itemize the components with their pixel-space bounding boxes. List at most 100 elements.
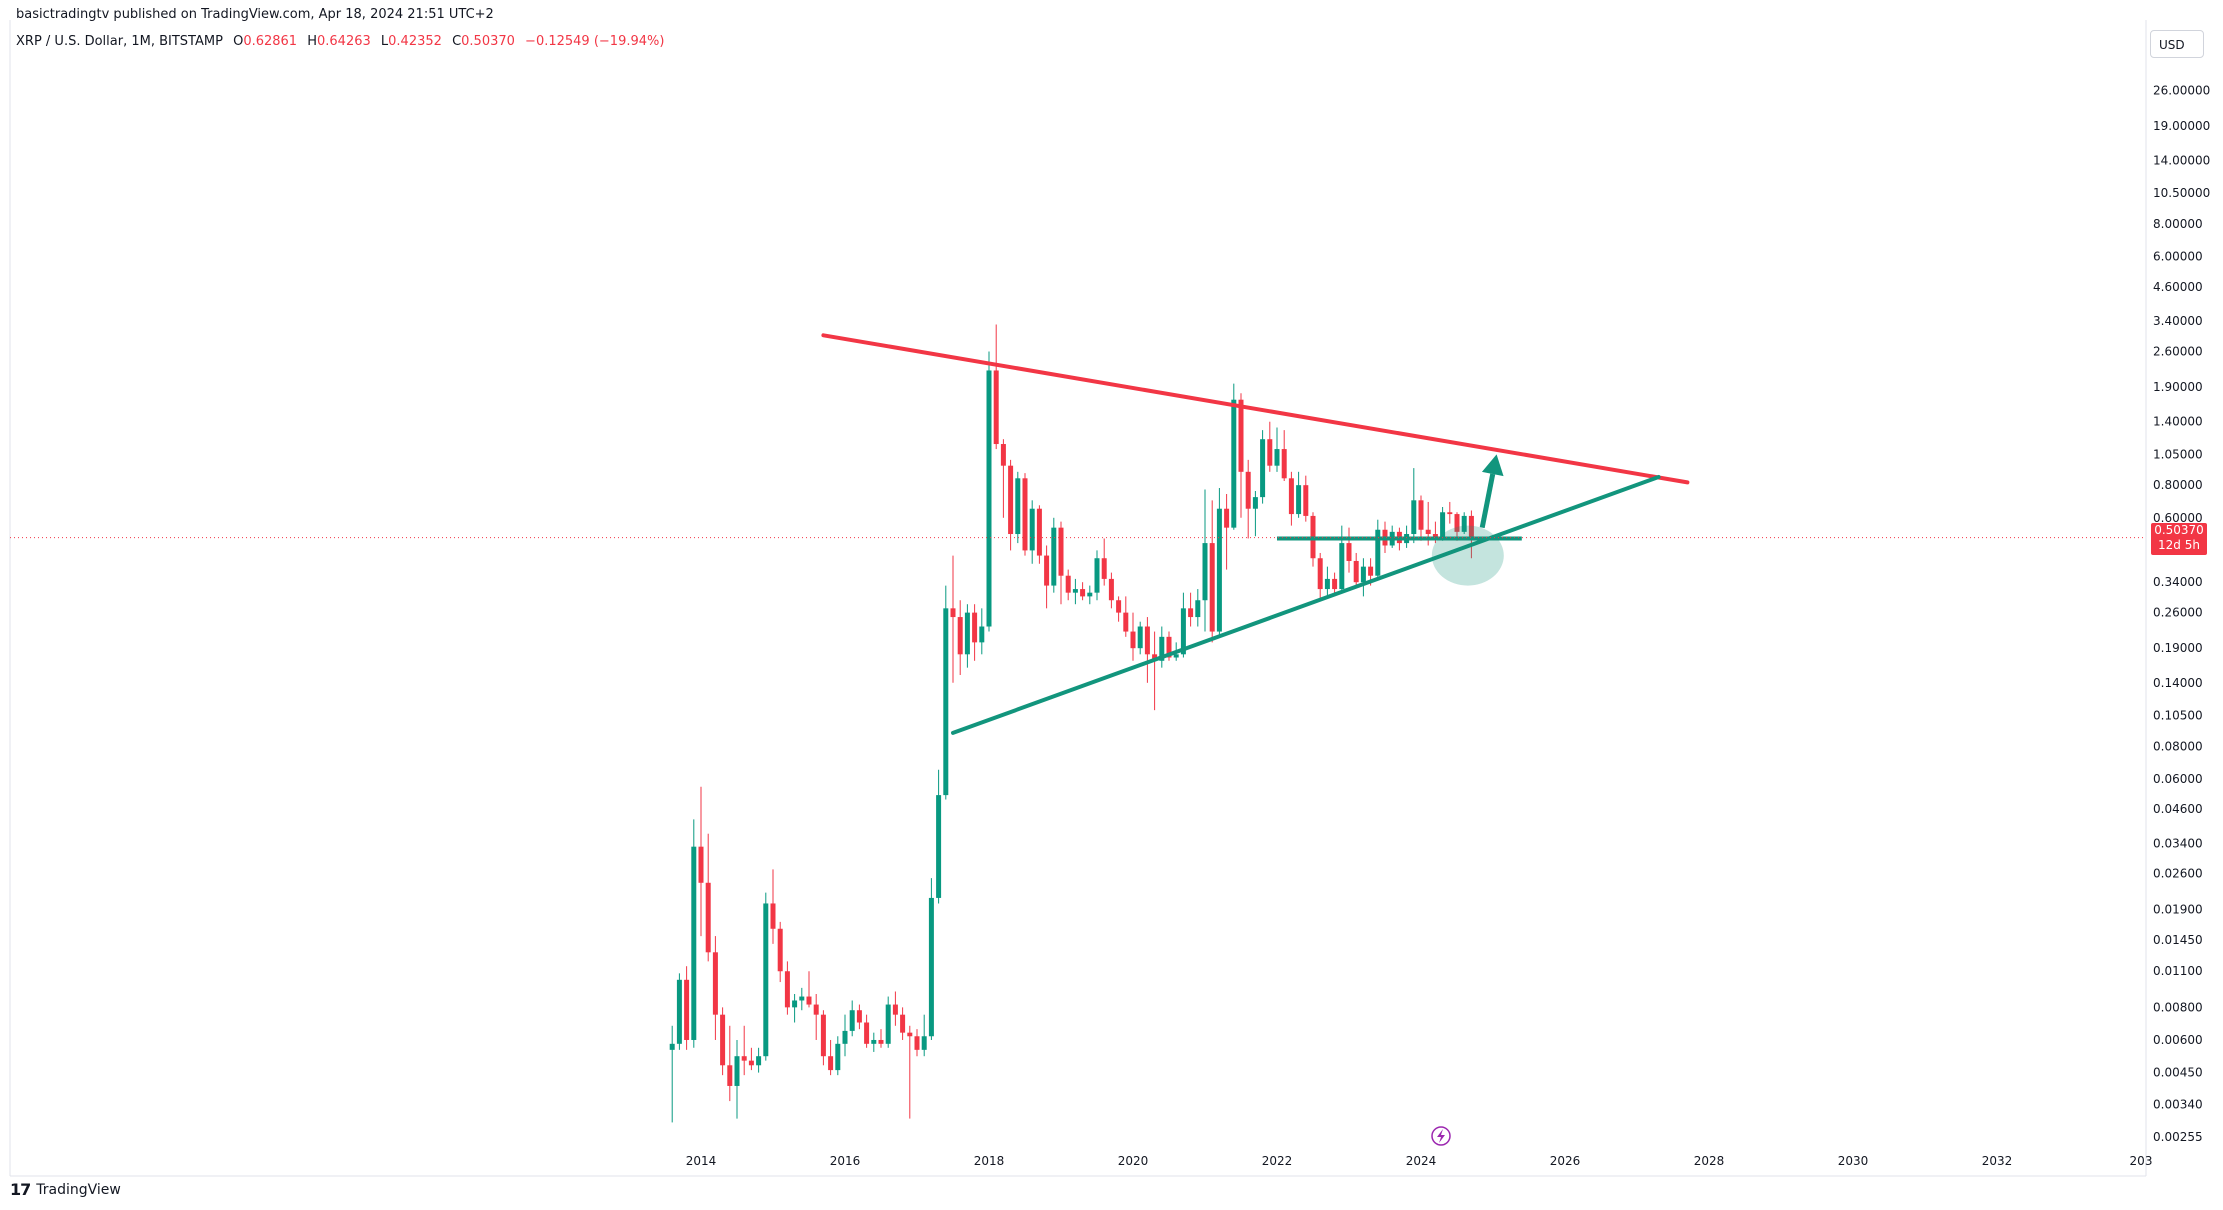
price-tick-label: 14.00000 [2153, 154, 2210, 168]
candle [1411, 468, 1417, 544]
candle [1281, 430, 1287, 481]
price-axis[interactable]: 26.00000 19.00000 14.00000 10.50000 8.00000 6… [2153, 83, 2210, 1144]
candle [892, 991, 898, 1026]
candle [1087, 585, 1093, 605]
candle [741, 1025, 747, 1076]
candle [734, 1039, 740, 1119]
candle [1152, 631, 1158, 711]
candle [885, 996, 891, 1048]
candle [1195, 589, 1201, 627]
price-tick-label: 0.26000 [2153, 606, 2203, 620]
highlight-ellipse[interactable] [1431, 525, 1504, 586]
price-tick-label: 0.02600 [2153, 867, 2203, 881]
price-tick-label: 0.00600 [2153, 1033, 2203, 1047]
resistance-trendline[interactable] [821, 333, 1690, 485]
price-tick-label: 6.00000 [2153, 250, 2203, 264]
lightning-icon[interactable] [1431, 1126, 1451, 1146]
footer-brand[interactable]: 𝟭𝟳 TradingView [10, 1180, 121, 1199]
candles-group [669, 324, 1474, 1123]
candle [993, 324, 999, 450]
candle [1180, 592, 1186, 658]
candle [864, 1014, 870, 1048]
candle [907, 1025, 913, 1119]
time-tick-label: 2030 [1838, 1154, 1869, 1168]
candle [950, 555, 956, 683]
candle [1144, 617, 1150, 683]
low-value: 0.42352 [388, 34, 442, 49]
candle [964, 604, 970, 668]
candle [1015, 471, 1021, 544]
support-trendline[interactable] [951, 474, 1661, 735]
symbol-legend: XRP / U.S. Dollar, 1M, BITSTAMP O0.62861… [16, 34, 664, 49]
candle [972, 604, 978, 661]
candle [1130, 612, 1136, 661]
candle [676, 973, 682, 1050]
symbol-title: XRP / U.S. Dollar, 1M, BITSTAMP [16, 34, 223, 49]
price-tick-label: 0.08000 [2153, 739, 2203, 753]
price-tick-label: 0.00450 [2153, 1066, 2203, 1080]
price-tick-label: 0.01900 [2153, 902, 2203, 916]
time-tick-label: 2020 [1118, 1154, 1149, 1168]
candle [1000, 439, 1006, 518]
candle [1008, 459, 1014, 551]
candle [1288, 471, 1294, 526]
candle [1159, 626, 1165, 668]
candle [921, 1014, 927, 1057]
candle [1252, 490, 1258, 537]
close-label: C [452, 34, 462, 49]
close-value: 0.50370 [461, 34, 515, 49]
candle [820, 1010, 826, 1066]
candle [1202, 489, 1208, 632]
candle [1274, 427, 1280, 472]
candle [705, 833, 711, 962]
price-tick-label: 3.40000 [2153, 314, 2203, 328]
candle [1353, 552, 1359, 586]
candle [1346, 527, 1352, 573]
candle [943, 585, 949, 800]
candle [748, 1047, 754, 1071]
time-tick-label: 2018 [974, 1154, 1005, 1168]
candle [835, 1036, 841, 1076]
candle [1317, 552, 1323, 601]
candle [684, 966, 690, 1050]
currency-button[interactable]: USD [2150, 30, 2204, 58]
candle [770, 869, 776, 944]
candle [1116, 596, 1122, 622]
up-arrow[interactable] [1479, 454, 1504, 529]
price-tick-label: 0.01450 [2153, 933, 2203, 947]
candle [1440, 506, 1446, 541]
high-value: 0.64263 [317, 34, 371, 49]
candle [1238, 393, 1244, 518]
low-label: L [380, 34, 389, 49]
candle [777, 921, 783, 983]
candle [1065, 569, 1071, 601]
candle [1231, 383, 1237, 530]
candle [784, 961, 790, 1015]
candle [1418, 495, 1424, 541]
candle [1209, 500, 1215, 643]
candle-countdown: 12d 5h [2158, 537, 2200, 552]
candle [669, 1025, 675, 1123]
price-tick-label: 1.40000 [2153, 415, 2203, 429]
candle [1360, 558, 1366, 597]
drawings-group[interactable] [10, 333, 2146, 735]
high-label: H [307, 34, 317, 49]
candle [979, 608, 985, 655]
candle [1324, 566, 1330, 597]
candle [1339, 525, 1345, 593]
price-tick-label: 0.34000 [2153, 575, 2203, 589]
time-axis[interactable]: 2014 2016 2018 2020 2022 2024 2026 2028 2030 2032… [686, 1154, 2153, 1168]
candle [957, 600, 963, 675]
candle [1468, 510, 1474, 559]
candle [698, 786, 704, 937]
price-tick-label: 0.80000 [2153, 478, 2203, 492]
publish-info: basictradingtv published on TradingView.… [16, 7, 494, 22]
candle [1296, 471, 1302, 518]
candle [1072, 578, 1078, 605]
candle [806, 971, 812, 1008]
candle [1461, 512, 1467, 535]
price-tick-label: 1.90000 [2153, 380, 2203, 394]
time-tick-label: 2028 [1694, 1154, 1725, 1168]
price-tick-label: 0.10500 [2153, 708, 2203, 722]
